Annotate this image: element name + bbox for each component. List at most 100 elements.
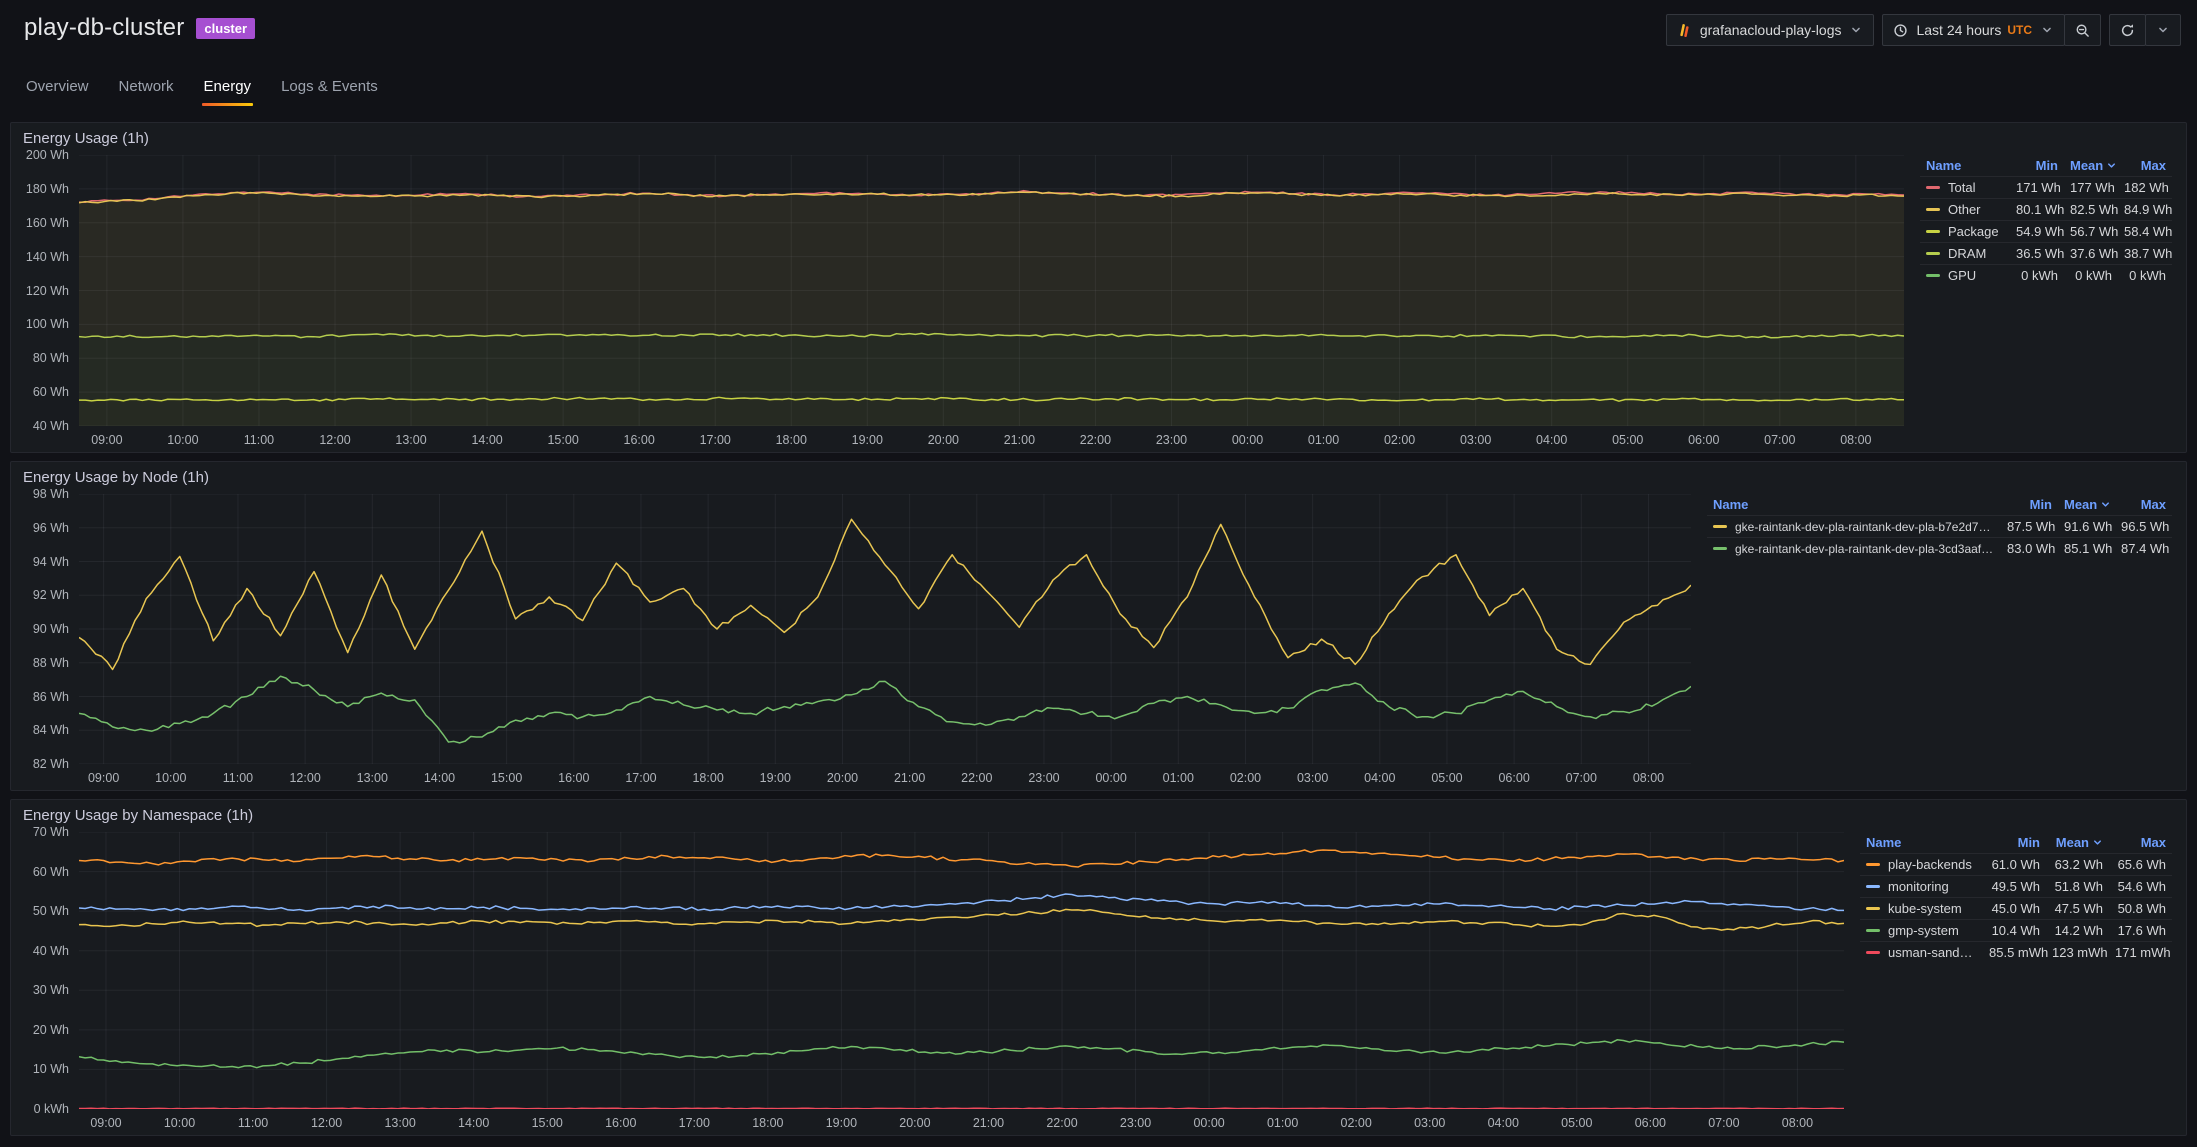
series-name[interactable]: gke-raintank-dev-pla-raintank-dev-pla-b7…	[1735, 519, 2001, 534]
panel-body: 70 Wh 60 Wh 50 Wh 40 Wh 30 Wh 20 Wh 10 Wh 0 kWh…	[11, 824, 2186, 1135]
series-name[interactable]: usman-sandbox	[1888, 945, 1981, 960]
series-line-gke-raintank-dev-pla-raintank-dev-pla-3cd3aafc-2si4	[79, 676, 1691, 743]
panel-title[interactable]: Energy Usage (1h)	[23, 130, 149, 147]
legend-mean-value: 37.6 Wh	[2064, 242, 2118, 265]
legend-max-value: 50.8 Wh	[2109, 897, 2172, 920]
plot-area[interactable]	[79, 155, 1904, 426]
x-tick-label: 21:00	[1003, 433, 1036, 447]
x-tick-label: 00:00	[1095, 771, 1127, 785]
series-swatch	[1926, 252, 1940, 255]
series-name[interactable]: kube-system	[1888, 901, 1962, 916]
series-line-gmp-system	[79, 1040, 1844, 1068]
x-tick-label: 00:00	[1193, 1116, 1225, 1130]
panel-body: 98 Wh 96 Wh 94 Wh 92 Wh 90 Wh 88 Wh 86 Wh 84 Wh…	[11, 486, 2186, 790]
y-tick-label: 160 Wh	[25, 215, 69, 230]
series-name[interactable]: Other	[1948, 202, 1981, 217]
x-tick-label: 12:00	[310, 1116, 343, 1130]
tab-overview[interactable]: Overview	[26, 78, 89, 95]
legend-header-max[interactable]: Max	[2140, 835, 2166, 850]
x-tick-label: 01:00	[1307, 433, 1340, 447]
legend-row-gke-raintank-dev-pla-raintank-dev-pla-3cd3aafc-2si4: gke-raintank-dev-pla-raintank-dev-pla-3c…	[1707, 537, 2172, 559]
panel-title[interactable]: Energy Usage by Namespace (1h)	[23, 807, 254, 824]
legend-mean-value: 63.2 Wh	[2046, 853, 2109, 876]
tab-logs-events[interactable]: Logs & Events	[281, 78, 378, 95]
series-fill-package	[79, 397, 1904, 426]
x-tick-label: 17:00	[678, 1116, 710, 1130]
legend-min-value: 171 Wh	[2010, 176, 2064, 199]
legend-header-min[interactable]: Min	[2017, 835, 2040, 850]
x-tick-label: 13:00	[395, 433, 427, 447]
series-name[interactable]: Total	[1948, 180, 1976, 195]
legend-header-min[interactable]: Min	[2035, 158, 2058, 173]
series-name[interactable]: Package	[1948, 224, 1999, 239]
x-tick-label: 23:00	[1119, 1116, 1152, 1130]
legend-max-value: 58.4 Wh	[2118, 220, 2172, 243]
series-name[interactable]: DRAM	[1948, 246, 1987, 261]
y-tick-label: 140 Wh	[25, 249, 69, 264]
series-fill-other	[79, 191, 1904, 338]
legend-min-value: 87.5 Wh	[2001, 515, 2058, 538]
legend-header-mean[interactable]: Mean	[2058, 494, 2115, 516]
legend-header-max[interactable]: Max	[2140, 497, 2166, 512]
legend-max-value: 182 Wh	[2118, 176, 2172, 199]
refresh-button[interactable]	[2109, 14, 2146, 46]
series-name[interactable]: play-backends	[1888, 857, 1972, 872]
x-tick-label: 11:00	[243, 433, 275, 447]
zoom-out-button[interactable]	[2064, 14, 2101, 46]
time-range-picker[interactable]: Last 24 hours UTC	[1882, 14, 2065, 46]
legend-header-mean[interactable]: Mean	[2064, 155, 2118, 177]
x-tick-label: 23:00	[1028, 771, 1060, 785]
plot-area[interactable]	[79, 494, 1691, 764]
legend-row-monitoring: monitoring 49.5 Wh 51.8 Wh 54.6 Wh	[1860, 875, 2172, 898]
x-tick-label: 10:00	[163, 1116, 196, 1130]
tab-energy[interactable]: Energy	[201, 78, 254, 106]
x-tick-label: 16:00	[605, 1116, 637, 1130]
y-axis: 98 Wh 96 Wh 94 Wh 92 Wh 90 Wh 88 Wh 86 Wh 84 Wh…	[13, 487, 79, 771]
x-tick-label: 13:00	[384, 1116, 416, 1130]
tab-bar: Overview Network Energy Logs & Events	[0, 46, 2197, 106]
series-swatch	[1926, 186, 1940, 189]
legend-row-package: Package 54.9 Wh 56.7 Wh 58.4 Wh	[1920, 220, 2172, 243]
series-name[interactable]: monitoring	[1888, 879, 1949, 894]
y-tick-label: 40 Wh	[32, 943, 69, 958]
series-swatch	[1866, 885, 1880, 888]
y-tick-label: 60 Wh	[32, 385, 69, 400]
legend-header-mean[interactable]: Mean	[2046, 832, 2109, 854]
timezone-label: UTC	[2007, 23, 2032, 37]
series-name[interactable]: gmp-system	[1888, 923, 1959, 938]
panel-title[interactable]: Energy Usage by Node (1h)	[23, 469, 209, 486]
y-tick-label: 86 Wh	[32, 689, 69, 704]
panel-stack: Energy Usage (1h) 200 Wh 180 Wh 160 Wh 140 W…	[0, 122, 2197, 1136]
legend-header-name[interactable]: Name	[1866, 835, 1902, 850]
y-tick-label: 80 Wh	[32, 351, 69, 366]
y-tick-label: 94 Wh	[32, 554, 69, 569]
legend-min-value: 49.5 Wh	[1983, 875, 2046, 898]
title-wrap: play-db-cluster cluster	[16, 14, 256, 42]
x-tick-label: 04:00	[1536, 433, 1568, 447]
x-tick-label: 19:00	[825, 1116, 858, 1130]
legend-row-usman-sandbox: usman-sandbox 85.5 mWh 123 mWh 171 mWh	[1860, 941, 2172, 963]
legend-max-value: 54.6 Wh	[2109, 875, 2172, 898]
legend-header-min[interactable]: Min	[2029, 497, 2052, 512]
datasource-picker[interactable]: grafanacloud-play-logs	[1665, 14, 1875, 46]
legend-min-value: 83.0 Wh	[2001, 537, 2058, 559]
legend-header-name[interactable]: Name	[1926, 158, 1962, 173]
x-tick-label: 10:00	[155, 771, 187, 785]
plot-area[interactable]	[79, 832, 1844, 1109]
series-name[interactable]: gke-raintank-dev-pla-raintank-dev-pla-3c…	[1735, 541, 2001, 556]
series-swatch	[1866, 951, 1880, 954]
legend-max-value: 38.7 Wh	[2118, 242, 2172, 265]
refresh-interval-dropdown[interactable]	[2145, 14, 2181, 46]
x-tick-label: 14:00	[423, 771, 456, 785]
legend-min-value: 85.5 mWh	[1983, 941, 2048, 963]
legend-header-name[interactable]: Name	[1713, 497, 1749, 512]
legend-max-value: 65.6 Wh	[2109, 853, 2172, 876]
x-tick-label: 02:00	[1383, 433, 1416, 447]
y-tick-label: 100 Wh	[25, 317, 69, 332]
tab-network[interactable]: Network	[118, 78, 174, 95]
x-tick-label: 09:00	[90, 1116, 122, 1130]
series-name[interactable]: GPU	[1948, 268, 1977, 283]
y-tick-label: 40 Wh	[32, 419, 69, 433]
x-tick-label: 02:00	[1229, 771, 1262, 785]
legend-header-max[interactable]: Max	[2140, 158, 2166, 173]
